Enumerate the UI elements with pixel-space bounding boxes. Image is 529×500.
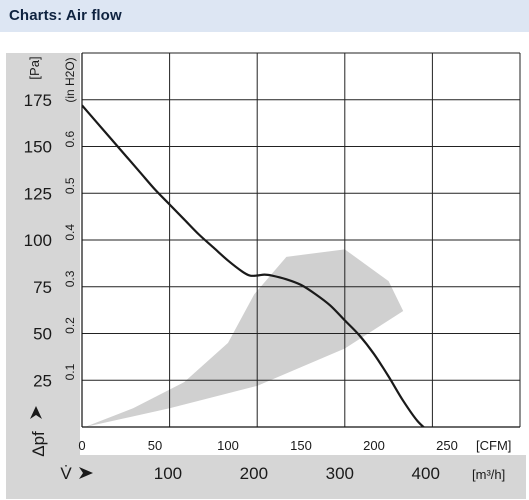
x-axis-title: V̇: [60, 464, 72, 483]
left-axis-panel: [6, 53, 80, 499]
secondary-y-tick-label: 0.3: [63, 270, 77, 287]
lower-x-tick-label: 400: [412, 464, 440, 483]
secondary-y-tick-label: 0.2: [63, 317, 77, 334]
y-tick-label: 50: [33, 325, 52, 344]
x-tick-label: 50: [148, 438, 162, 453]
y-tick-label: 25: [33, 371, 52, 390]
bottom-axis-panel: [6, 455, 526, 499]
lower-x-tick-label: 200: [240, 464, 268, 483]
secondary-y-unit-label: (in H2O): [63, 57, 77, 102]
secondary-y-tick-label: 0.4: [63, 224, 77, 241]
lower-x-tick-label: 300: [326, 464, 354, 483]
y-tick-label: 75: [33, 278, 52, 297]
y-tick-label: 150: [24, 138, 52, 157]
y-unit-label: [Pa]: [27, 56, 42, 79]
x-unit-label: [CFM]: [476, 438, 511, 453]
x-axis-arrow-icon: [79, 467, 93, 479]
x-tick-label: 200: [363, 438, 385, 453]
operating-range-area: [84, 249, 404, 427]
y-axis-arrow-icon: [30, 406, 42, 419]
y-tick-label: 175: [24, 91, 52, 110]
axis-labels: 25 50 75 100 125 150 175 [Pa] (in H2O) 0.1 0.2 0.3 0…: [24, 56, 512, 483]
chart-heading: Charts: Air flow: [9, 7, 122, 24]
operating-range-band: [84, 249, 404, 427]
y-tick-label: 100: [24, 231, 52, 250]
lower-x-unit-label: [m³/h]: [472, 467, 505, 482]
characteristic-curve: [82, 104, 426, 427]
y-axis-title: Δpf: [29, 431, 48, 457]
lower-x-tick-label: 100: [154, 464, 182, 483]
x-tick-label: 0: [78, 438, 85, 453]
x-tick-label: 100: [217, 438, 239, 453]
secondary-y-tick-label: 0.6: [63, 131, 77, 148]
secondary-y-tick-label: 0.1: [63, 363, 77, 380]
secondary-y-tick-label: 0.5: [63, 177, 77, 194]
curve-layer: [82, 104, 426, 427]
chart-grid: [81, 52, 521, 428]
x-tick-label: 150: [290, 438, 312, 453]
chart-header: Charts: Air flow: [0, 0, 529, 32]
x-tick-label: 250: [436, 438, 458, 453]
y-tick-label: 125: [24, 184, 52, 203]
